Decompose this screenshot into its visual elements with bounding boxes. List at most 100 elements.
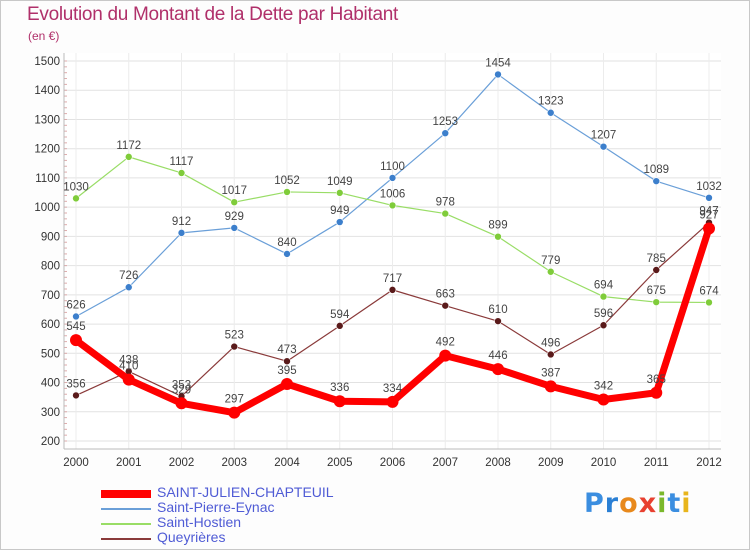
x-tick-label: 2012 xyxy=(696,457,722,469)
data-label-saint-julien-chapteuil: 365 xyxy=(647,374,666,386)
data-label-queyrieres: 596 xyxy=(594,308,613,320)
data-point-saint-julien-chapteuil xyxy=(439,349,452,362)
data-point-queyrieres xyxy=(494,317,502,325)
x-tick-label: 2006 xyxy=(380,457,406,469)
data-point-saint-hostien xyxy=(388,201,397,210)
legend-swatch xyxy=(101,490,151,498)
chart-title: Evolution du Montant de la Dette par Hab… xyxy=(27,4,398,25)
data-label-saint-julien-chapteuil: 336 xyxy=(330,382,349,394)
data-label-saint-pierre-eynac: 1253 xyxy=(432,116,458,128)
data-label-queyrieres: 496 xyxy=(541,337,560,349)
data-point-saint-pierre-eynac xyxy=(599,142,608,151)
x-tick-label: 2007 xyxy=(432,457,458,469)
data-point-queyrieres xyxy=(599,321,608,330)
data-point-saint-pierre-eynac xyxy=(283,250,291,258)
data-point-saint-pierre-eynac xyxy=(177,229,186,237)
data-label-saint-hostien: 899 xyxy=(488,220,507,232)
data-label-saint-hostien: 1172 xyxy=(116,140,141,152)
x-tick-label: 2003 xyxy=(221,457,247,469)
data-label-queyrieres: 594 xyxy=(330,309,350,321)
y-tick-label: 200 xyxy=(41,436,60,448)
data-point-saint-hostien xyxy=(546,267,555,276)
data-point-saint-julien-chapteuil xyxy=(386,395,399,408)
data-point-saint-hostien xyxy=(230,198,239,206)
data-label-queyrieres: 356 xyxy=(66,378,85,390)
data-point-queyrieres xyxy=(441,301,450,310)
data-label-saint-julien-chapteuil: 492 xyxy=(436,337,455,349)
logo-letter: r xyxy=(604,488,620,519)
data-label-saint-hostien: 1049 xyxy=(327,176,353,188)
y-tick-label: 600 xyxy=(41,319,60,331)
data-label-saint-pierre-eynac: 949 xyxy=(330,205,349,217)
y-tick-label: 300 xyxy=(41,407,60,419)
data-point-queyrieres xyxy=(388,286,397,294)
proxiti-logo: Proxiti xyxy=(584,488,692,519)
y-tick-label: 1300 xyxy=(34,114,60,126)
data-label-saint-pierre-eynac: 929 xyxy=(225,211,244,223)
data-point-saint-julien-chapteuil xyxy=(544,380,557,393)
data-label-queyrieres: 438 xyxy=(119,354,138,366)
data-point-saint-hostien xyxy=(494,232,502,241)
data-label-saint-hostien: 675 xyxy=(647,285,666,297)
data-label-queyrieres: 947 xyxy=(699,206,718,218)
data-point-saint-pierre-eynac xyxy=(388,174,397,182)
legend-label: Queyrières xyxy=(157,529,226,545)
data-point-saint-julien-chapteuil xyxy=(492,363,504,376)
data-label-saint-julien-chapteuil: 446 xyxy=(488,350,507,362)
data-label-queyrieres: 610 xyxy=(488,304,507,316)
data-point-saint-pierre-eynac xyxy=(705,194,713,202)
data-point-queyrieres xyxy=(652,266,661,274)
data-point-saint-julien-chapteuil xyxy=(333,395,346,408)
data-label-saint-pierre-eynac: 1100 xyxy=(380,161,405,173)
data-label-saint-pierre-eynac: 1323 xyxy=(538,96,564,108)
logo-letter: P xyxy=(584,488,605,519)
data-point-saint-hostien xyxy=(335,189,344,197)
x-tick-label: 2009 xyxy=(538,457,564,469)
data-label-saint-hostien: 694 xyxy=(594,280,614,292)
y-tick-label: 1100 xyxy=(35,173,60,185)
data-point-saint-pierre-eynac xyxy=(652,177,661,185)
data-point-saint-hostien xyxy=(652,298,661,306)
data-point-saint-pierre-eynac xyxy=(494,70,502,79)
data-point-queyrieres xyxy=(335,322,344,330)
data-label-saint-julien-chapteuil: 395 xyxy=(277,365,296,377)
y-tick-label: 500 xyxy=(41,348,60,360)
logo-letter: t xyxy=(667,488,682,519)
logo-letter: i xyxy=(681,488,692,519)
data-label-saint-hostien: 1006 xyxy=(380,188,406,200)
data-point-saint-julien-chapteuil xyxy=(597,393,610,406)
data-point-queyrieres xyxy=(546,350,555,359)
logo-letter: o xyxy=(619,488,639,519)
data-label-saint-julien-chapteuil: 545 xyxy=(66,321,85,333)
legend-label: SAINT-JULIEN-CHAPTEUIL xyxy=(157,484,334,500)
data-point-saint-julien-chapteuil xyxy=(70,334,82,347)
data-label-saint-pierre-eynac: 840 xyxy=(277,237,296,249)
data-point-queyrieres xyxy=(283,357,291,366)
data-label-saint-julien-chapteuil: 297 xyxy=(225,394,244,406)
data-label-saint-pierre-eynac: 726 xyxy=(119,270,138,282)
logo-letter: x xyxy=(638,488,658,519)
legend-swatch xyxy=(101,538,151,540)
data-point-saint-hostien xyxy=(441,209,450,218)
y-tick-label: 400 xyxy=(41,378,60,390)
data-label-saint-hostien: 978 xyxy=(436,197,455,209)
data-label-queyrieres: 353 xyxy=(172,379,191,391)
x-tick-label: 2002 xyxy=(169,457,195,469)
data-label-saint-pierre-eynac: 912 xyxy=(172,216,191,228)
data-label-saint-hostien: 674 xyxy=(699,285,719,297)
data-point-queyrieres xyxy=(230,342,239,351)
data-point-saint-pierre-eynac xyxy=(335,218,344,226)
data-point-queyrieres xyxy=(72,391,80,400)
data-label-saint-julien-chapteuil: 342 xyxy=(594,380,613,392)
data-point-saint-pierre-eynac xyxy=(546,108,555,117)
x-tick-label: 2011 xyxy=(644,457,669,469)
data-point-saint-pierre-eynac xyxy=(124,283,133,292)
x-tick-label: 2000 xyxy=(63,457,89,469)
y-tick-label: 1200 xyxy=(34,144,60,156)
data-label-saint-pierre-eynac: 1454 xyxy=(485,57,511,69)
data-point-saint-hostien xyxy=(705,298,713,307)
data-point-saint-julien-chapteuil xyxy=(175,397,188,410)
data-point-saint-julien-chapteuil xyxy=(122,373,135,386)
